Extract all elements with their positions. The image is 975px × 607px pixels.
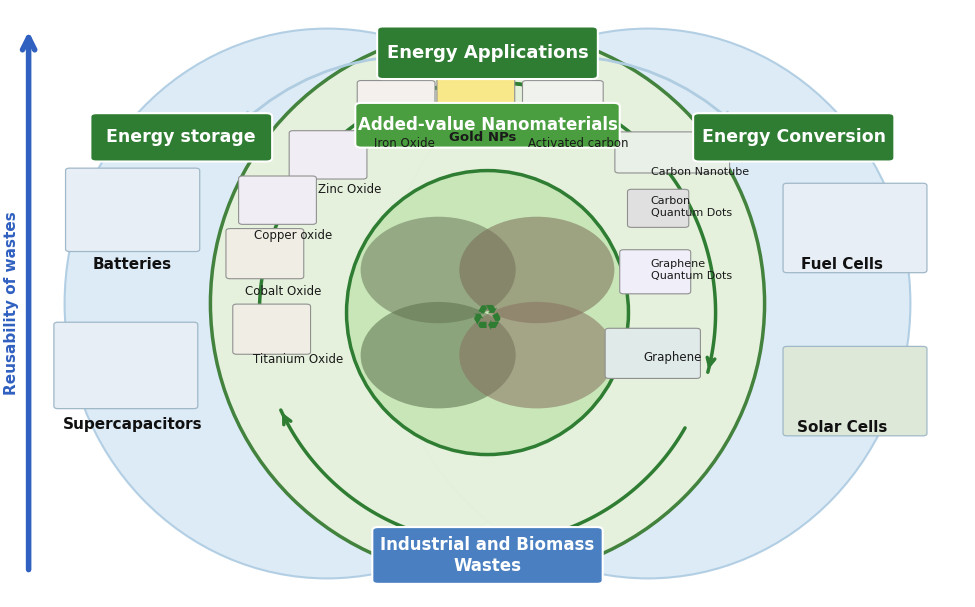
Text: Carbon Nanotube: Carbon Nanotube [651,167,749,177]
Text: Copper oxide: Copper oxide [254,229,332,242]
FancyBboxPatch shape [783,183,927,273]
Text: Industrial and Biomass
Wastes: Industrial and Biomass Wastes [380,536,595,575]
FancyBboxPatch shape [693,113,894,161]
Ellipse shape [361,217,516,323]
Text: Graphene
Quantum Dots: Graphene Quantum Dots [651,259,732,281]
Text: Fuel Cells: Fuel Cells [801,257,883,272]
FancyBboxPatch shape [65,168,200,251]
FancyBboxPatch shape [628,189,688,228]
Text: Supercapacitors: Supercapacitors [62,417,203,432]
FancyBboxPatch shape [226,229,304,279]
Text: Carbon
Quantum Dots: Carbon Quantum Dots [651,196,732,218]
FancyBboxPatch shape [91,113,272,161]
Text: ♻: ♻ [471,303,504,337]
FancyBboxPatch shape [54,322,198,409]
Text: Gold NPs: Gold NPs [448,131,517,144]
Text: Energy storage: Energy storage [106,128,256,146]
Ellipse shape [385,29,911,578]
Text: Graphene: Graphene [644,351,701,364]
FancyBboxPatch shape [615,132,729,173]
FancyBboxPatch shape [233,304,311,354]
Text: Energy Conversion: Energy Conversion [702,128,885,146]
Text: Energy Applications: Energy Applications [387,44,588,62]
Text: Iron Oxide: Iron Oxide [374,137,435,150]
Text: Solar Cells: Solar Cells [798,420,887,435]
Text: Activated carbon: Activated carbon [527,137,628,150]
Text: Reusability of wastes: Reusability of wastes [4,212,19,395]
FancyBboxPatch shape [239,176,317,225]
FancyBboxPatch shape [620,249,690,294]
Ellipse shape [459,302,614,409]
FancyBboxPatch shape [605,328,700,378]
Ellipse shape [211,29,764,578]
FancyBboxPatch shape [355,103,620,148]
Text: Added-value Nanomaterials: Added-value Nanomaterials [358,117,617,134]
Ellipse shape [459,217,614,323]
FancyBboxPatch shape [523,81,604,131]
Text: Zinc Oxide: Zinc Oxide [318,183,381,197]
FancyBboxPatch shape [290,131,367,179]
Text: Cobalt Oxide: Cobalt Oxide [245,285,322,298]
Text: Batteries: Batteries [93,257,173,272]
FancyBboxPatch shape [357,81,435,131]
Text: Titanium Oxide: Titanium Oxide [253,353,343,365]
FancyBboxPatch shape [372,527,603,584]
FancyBboxPatch shape [783,347,927,436]
FancyBboxPatch shape [377,27,598,79]
Ellipse shape [346,171,629,455]
FancyBboxPatch shape [437,75,515,127]
Ellipse shape [361,302,516,409]
Ellipse shape [64,29,590,578]
